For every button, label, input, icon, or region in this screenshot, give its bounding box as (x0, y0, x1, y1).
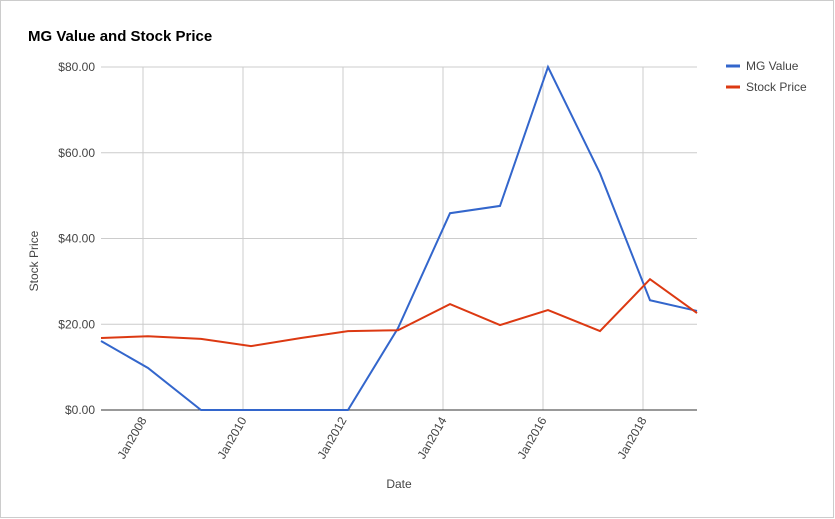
y-tick-label: $40.00 (58, 232, 95, 246)
y-tick-label: $60.00 (58, 146, 95, 160)
chart-title: MG Value and Stock Price (28, 28, 212, 45)
series-line (100, 277, 698, 348)
y-tick-label: $20.00 (58, 317, 95, 331)
legend-label: MG Value (746, 59, 799, 73)
y-tick-label: $0.00 (65, 403, 95, 417)
legend-label: Stock Price (746, 80, 807, 94)
y-axis-label: Stock Price (27, 230, 41, 291)
y-tick-label: $80.00 (58, 60, 95, 74)
x-axis-label: Date (386, 477, 412, 491)
series-line (100, 64, 698, 411)
